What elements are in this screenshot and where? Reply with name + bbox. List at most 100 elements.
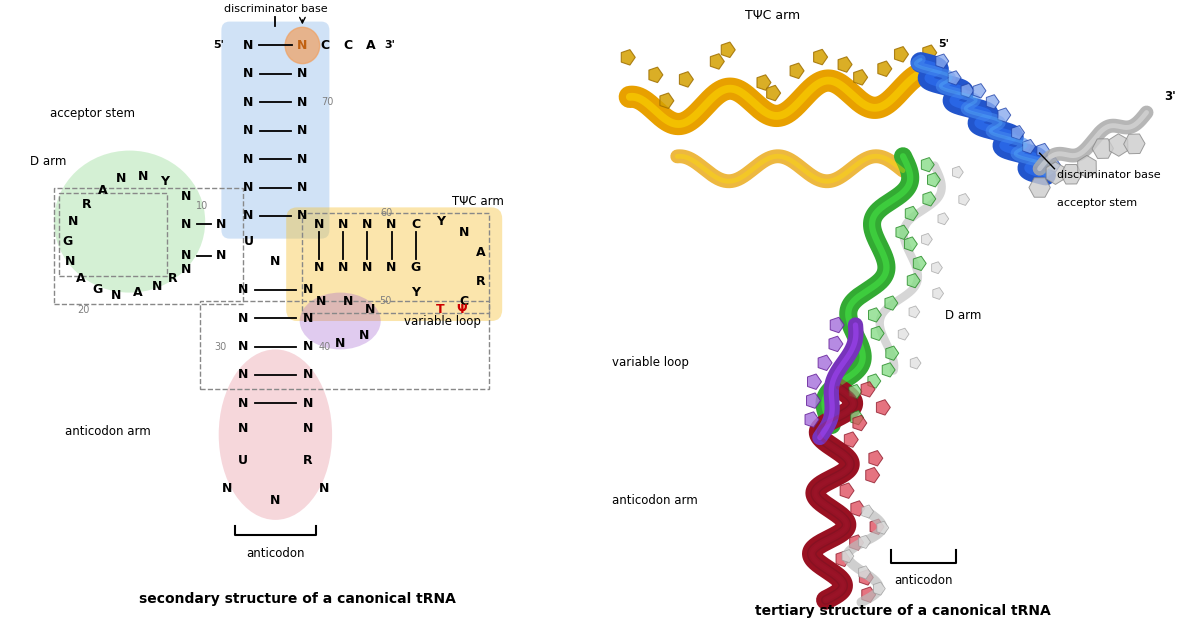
Polygon shape: [1028, 177, 1050, 198]
Text: N: N: [337, 218, 348, 231]
Polygon shape: [859, 536, 870, 548]
Text: N: N: [298, 152, 307, 166]
Polygon shape: [1109, 134, 1128, 156]
Polygon shape: [790, 63, 804, 79]
Text: N: N: [302, 283, 313, 296]
Text: N: N: [138, 169, 149, 182]
Text: variable loop: variable loop: [403, 314, 480, 328]
Polygon shape: [905, 237, 917, 251]
Polygon shape: [710, 54, 725, 69]
Text: 30: 30: [215, 342, 227, 352]
Text: N: N: [244, 39, 253, 52]
Text: discriminator base: discriminator base: [223, 4, 328, 14]
Polygon shape: [923, 45, 937, 61]
Text: N: N: [298, 181, 307, 194]
Polygon shape: [871, 326, 884, 341]
Text: acceptor stem: acceptor stem: [50, 107, 134, 120]
Text: N: N: [362, 218, 372, 231]
Text: 40: 40: [319, 342, 331, 352]
Text: G: G: [62, 235, 73, 248]
Polygon shape: [848, 384, 862, 399]
Text: U: U: [244, 235, 253, 248]
Text: C: C: [412, 218, 420, 231]
Text: N: N: [365, 303, 376, 316]
Polygon shape: [757, 75, 770, 90]
Text: N: N: [67, 215, 78, 228]
Text: N: N: [244, 152, 253, 166]
Text: A: A: [475, 246, 486, 259]
Polygon shape: [853, 69, 868, 85]
Polygon shape: [1048, 158, 1061, 172]
Polygon shape: [649, 67, 662, 82]
Text: N: N: [302, 397, 313, 410]
Polygon shape: [767, 86, 781, 101]
Text: 5': 5': [938, 39, 949, 49]
Polygon shape: [806, 393, 821, 408]
Text: A: A: [97, 184, 108, 197]
Polygon shape: [936, 54, 949, 68]
Text: 3': 3': [1164, 91, 1176, 103]
Text: A: A: [133, 286, 143, 299]
Text: 60: 60: [380, 208, 392, 218]
Polygon shape: [868, 374, 881, 388]
Text: 5': 5': [214, 41, 224, 51]
Text: D arm: D arm: [944, 309, 980, 322]
Text: N: N: [270, 255, 281, 268]
Text: N: N: [343, 294, 354, 308]
Text: N: N: [359, 329, 370, 342]
Polygon shape: [805, 412, 818, 428]
Polygon shape: [845, 432, 858, 447]
Text: N: N: [298, 209, 307, 222]
Polygon shape: [851, 501, 865, 516]
Polygon shape: [808, 374, 822, 389]
Polygon shape: [870, 519, 884, 534]
Polygon shape: [842, 549, 854, 562]
Text: anticodon arm: anticodon arm: [612, 494, 697, 506]
Text: N: N: [319, 482, 329, 495]
Text: N: N: [302, 422, 313, 436]
Text: Y: Y: [161, 176, 169, 188]
Text: anticodon: anticodon: [246, 548, 305, 561]
Text: tertiary structure of a canonical tRNA: tertiary structure of a canonical tRNA: [755, 604, 1051, 618]
Polygon shape: [721, 42, 736, 58]
Polygon shape: [928, 173, 941, 187]
Text: variable loop: variable loop: [612, 356, 689, 369]
Text: N: N: [181, 263, 192, 276]
Polygon shape: [829, 336, 842, 352]
Polygon shape: [932, 288, 943, 299]
Polygon shape: [894, 47, 908, 62]
Text: N: N: [244, 96, 253, 109]
Polygon shape: [660, 93, 674, 109]
Polygon shape: [814, 49, 828, 65]
Polygon shape: [1046, 162, 1064, 184]
Polygon shape: [961, 83, 974, 98]
Text: N: N: [335, 338, 346, 350]
Polygon shape: [938, 213, 949, 225]
Polygon shape: [1078, 156, 1097, 178]
Ellipse shape: [300, 292, 380, 349]
Polygon shape: [953, 166, 964, 178]
Text: N: N: [244, 124, 253, 137]
Text: N: N: [298, 96, 307, 109]
Polygon shape: [922, 158, 935, 172]
Text: G: G: [410, 261, 421, 274]
Text: R: R: [302, 454, 313, 467]
Text: A: A: [366, 39, 376, 52]
Polygon shape: [959, 194, 970, 206]
FancyBboxPatch shape: [221, 22, 329, 239]
Text: N: N: [313, 261, 324, 274]
Polygon shape: [836, 551, 850, 567]
Polygon shape: [840, 483, 854, 498]
Text: A: A: [76, 272, 86, 285]
Polygon shape: [1037, 143, 1050, 158]
Text: 10: 10: [197, 201, 209, 211]
Text: N: N: [302, 340, 313, 353]
Text: C: C: [320, 39, 330, 52]
Text: 50: 50: [379, 296, 391, 306]
Polygon shape: [998, 108, 1010, 122]
Polygon shape: [896, 225, 908, 239]
Polygon shape: [877, 521, 889, 534]
Ellipse shape: [218, 349, 332, 520]
Polygon shape: [905, 206, 918, 221]
Text: N: N: [238, 397, 248, 410]
